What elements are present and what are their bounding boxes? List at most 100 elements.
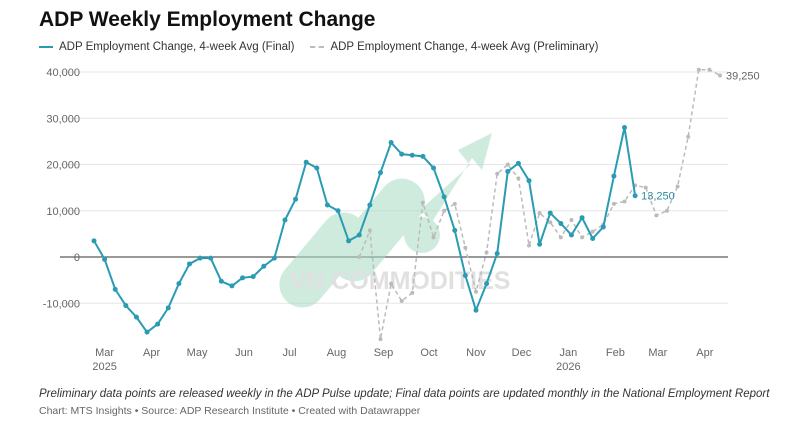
legend-swatch-final	[39, 46, 53, 48]
data-point	[452, 227, 458, 233]
x-tick-label: Sep	[374, 347, 394, 359]
data-point	[686, 134, 691, 139]
data-point	[335, 208, 341, 214]
data-point	[240, 275, 246, 281]
data-point	[123, 303, 129, 309]
data-point	[664, 208, 669, 213]
data-point	[346, 238, 352, 244]
y-tick-label: -10,000	[43, 298, 80, 310]
end-value-label: 39,250	[726, 70, 760, 82]
data-point	[378, 337, 383, 342]
data-point	[282, 217, 288, 223]
x-tick-label: Feb	[606, 347, 625, 359]
data-point	[622, 125, 628, 130]
data-point	[388, 140, 394, 146]
x-tick-label: Jun	[235, 347, 253, 359]
data-point	[707, 67, 712, 72]
data-point	[568, 232, 574, 238]
data-point	[357, 255, 362, 259]
data-point	[155, 321, 161, 327]
watermark: VN COMMODITIES	[279, 133, 511, 308]
data-point	[558, 220, 564, 226]
watermark-text: VN COMMODITIES	[290, 267, 511, 295]
series-line-preliminary	[358, 68, 721, 340]
data-point	[580, 235, 585, 240]
data-point	[611, 173, 617, 179]
data-point	[548, 220, 553, 225]
data-point	[218, 278, 224, 284]
footnote: Preliminary data points are released wee…	[39, 388, 770, 400]
data-point	[515, 160, 521, 166]
data-point	[261, 263, 267, 269]
data-point	[643, 185, 648, 190]
data-point	[505, 168, 511, 174]
data-point	[293, 196, 299, 202]
x-tick-label: Mar	[95, 347, 114, 359]
data-point	[611, 201, 616, 206]
legend-swatch-preliminary	[310, 46, 325, 48]
data-point	[462, 273, 468, 278]
data-point	[579, 215, 585, 221]
data-point	[495, 171, 500, 176]
data-point	[399, 151, 405, 157]
data-point	[176, 281, 182, 287]
data-point	[389, 281, 394, 286]
data-point	[229, 283, 235, 289]
data-point	[526, 178, 532, 184]
series-line-final	[93, 126, 637, 334]
data-point	[547, 210, 553, 216]
watermark-logo-bar	[331, 178, 425, 282]
data-point	[473, 289, 478, 294]
data-point	[696, 67, 701, 72]
legend-label-preliminary: ADP Employment Change, 4-week Avg (Preli…	[330, 41, 599, 53]
data-point	[314, 165, 320, 171]
data-point	[590, 229, 595, 234]
data-point	[409, 152, 415, 158]
data-point	[494, 251, 500, 257]
data-point	[420, 200, 425, 205]
x-tick-label: Jul	[282, 347, 296, 359]
watermark-logo-dot	[404, 217, 440, 253]
data-point	[442, 208, 447, 213]
data-point	[356, 232, 362, 238]
x-tick-year-label: 2026	[556, 361, 580, 373]
data-point	[410, 290, 415, 295]
data-point	[527, 243, 532, 248]
x-axis: Mar 2025 Apr May Jun Jul Aug Sep Oct Nov Dec Jan 202…	[92, 347, 713, 373]
data-point	[431, 165, 437, 171]
x-tick-label: Nov	[466, 347, 486, 359]
data-point	[537, 241, 543, 247]
data-point	[484, 250, 489, 255]
data-point	[133, 314, 139, 320]
y-tick-label: 0	[74, 252, 80, 264]
legend: ADP Employment Change, 4-week Avg (Final…	[39, 41, 598, 53]
series-layer: 39,250 13,250	[91, 67, 760, 342]
data-point	[558, 235, 563, 240]
y-tick-label: 30,000	[46, 113, 80, 125]
data-point	[505, 162, 510, 167]
data-point	[377, 170, 383, 176]
data-point	[632, 193, 638, 199]
data-point	[675, 184, 680, 189]
data-point	[303, 159, 309, 165]
data-point	[399, 298, 404, 303]
end-value-label: 13,250	[641, 191, 675, 203]
y-tick-label: 40,000	[46, 67, 80, 79]
data-point	[622, 199, 627, 204]
data-point	[569, 218, 574, 222]
data-point	[463, 245, 468, 250]
data-point	[441, 194, 447, 200]
x-tick-label: Mar	[648, 347, 667, 359]
y-tick-label: 20,000	[46, 160, 80, 172]
data-point	[91, 238, 97, 244]
chart-title: ADP Weekly Employment Change	[39, 8, 376, 31]
data-point	[590, 236, 596, 241]
data-point	[367, 202, 373, 208]
data-point	[144, 329, 150, 335]
x-tick-year-label: 2025	[92, 361, 116, 373]
data-point	[186, 261, 192, 267]
data-point	[197, 255, 203, 261]
data-point	[600, 224, 606, 230]
data-point	[452, 201, 457, 206]
